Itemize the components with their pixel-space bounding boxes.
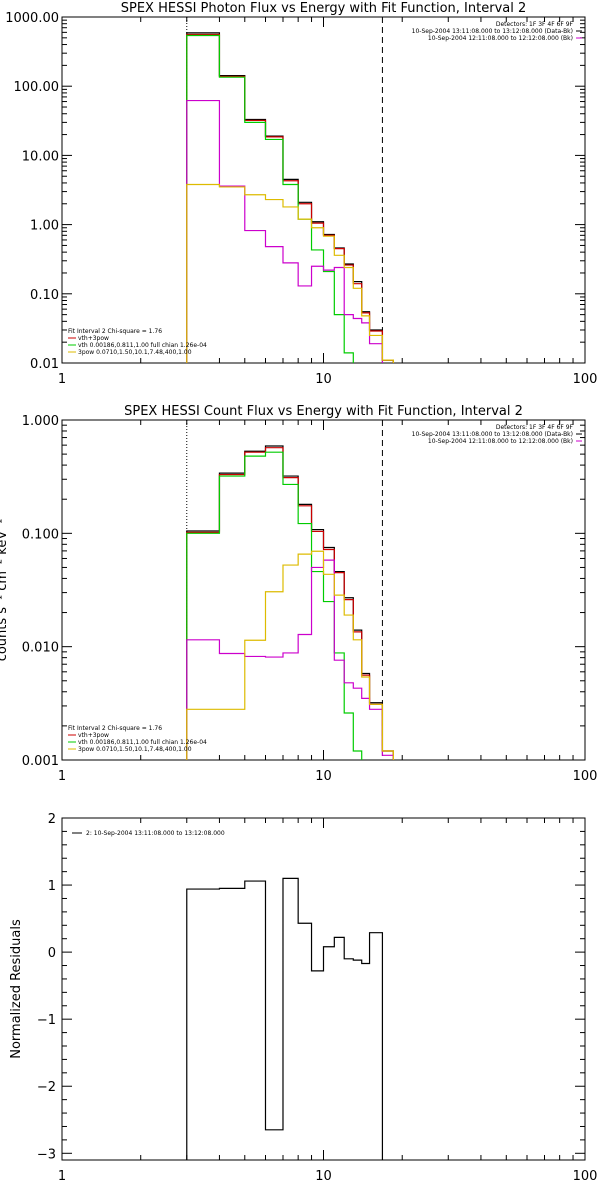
x-tick-label: 1 <box>58 769 66 784</box>
y-tick-label: 1.000 <box>22 414 59 429</box>
x-tick-label: 100 <box>573 769 598 784</box>
y-tick-label: −2 <box>37 1080 56 1095</box>
y-tick-label: 1 <box>48 879 56 894</box>
series-1-line <box>186 447 394 760</box>
x-tick-label: 10 <box>315 372 332 387</box>
y-tick-label: 1.00 <box>30 219 59 234</box>
y-tick-label: 0 <box>48 946 56 961</box>
legend-top-right-text: 10-Sep-2004 12:11:08.000 to 12:12:08.000… <box>428 438 573 445</box>
y-axis-label: counts s⁻¹ cm⁻² keV⁻¹ <box>0 519 10 662</box>
legend-text: 2: 10-Sep-2004 13:11:08.000 to 13:12:08.… <box>86 830 225 837</box>
count-flux-panel: SPEX HESSI Count Flux vs Energy with Fit… <box>0 404 598 784</box>
series-3-line <box>186 99 384 363</box>
plot-frame <box>61 16 586 364</box>
x-tick-label: 1 <box>58 1169 66 1184</box>
y-tick-label: 0.100 <box>22 527 59 542</box>
series-4-line <box>186 183 394 363</box>
x-tick-label: 10 <box>315 1169 332 1184</box>
legend-top-right-text: 10-Sep-2004 12:11:08.000 to 12:12:08.000… <box>428 35 573 42</box>
legend-top-right-text: Detectors: 1F 3F 4F 6F 9F <box>496 424 574 431</box>
legend-series-text: vth+3pow <box>78 335 109 342</box>
plot-frame <box>61 817 586 1161</box>
series-3-line <box>186 559 394 760</box>
series-0-line <box>186 32 394 363</box>
series-2-line <box>186 451 363 760</box>
y-tick-label: −1 <box>37 1013 56 1028</box>
series-0-line <box>186 445 394 760</box>
y-axis-label: Normalized Residuals <box>9 919 24 1059</box>
legend-series-text: vth 0.00186,0.811,1.00 full chian 1.26e-… <box>78 739 207 746</box>
chart-title: SPEX HESSI Count Flux vs Energy with Fit… <box>124 404 523 419</box>
y-tick-label: 100.00 <box>14 80 60 95</box>
legend-top-right-text: Detectors: 1F 3F 4F 6F 9F <box>496 21 574 28</box>
y-tick-label: 0.01 <box>30 357 59 372</box>
legend-fit-text: Fit Interval 2 Chi-square = 1.76 <box>68 328 162 335</box>
legend-series-text: vth+3pow <box>78 732 109 739</box>
legend-series-text: 3pow 0.0710,1.50,10.1,7.48,400,1.00 <box>78 349 192 356</box>
y-tick-label: 2 <box>48 812 56 827</box>
photon-flux-panel: SPEX HESSI Photon Flux vs Energy with Fi… <box>5 1 598 387</box>
x-tick-label: 100 <box>573 1169 598 1184</box>
x-tick-label: 100 <box>573 372 598 387</box>
y-tick-label: 1000.00 <box>5 11 59 26</box>
series-0-line <box>186 877 384 1160</box>
y-tick-label: 0.10 <box>30 288 59 303</box>
y-tick-label: −3 <box>37 1147 56 1162</box>
legend-series-text: vth 0.00186,0.811,1.00 full chian 1.26e-… <box>78 342 207 349</box>
legend-series-text: 3pow 0.0710,1.50,10.1,7.48,400,1.00 <box>78 746 192 753</box>
legend-top-right-text: 10-Sep-2004 13:11:08.000 to 13:12:08.000… <box>412 28 573 35</box>
y-tick-label: 10.00 <box>22 149 59 164</box>
series-1-line <box>186 33 394 363</box>
legend-fit-text: Fit Interval 2 Chi-square = 1.76 <box>68 725 162 732</box>
series-4-line <box>186 550 394 760</box>
series-2-line <box>186 34 354 363</box>
chart-title: SPEX HESSI Photon Flux vs Energy with Fi… <box>121 1 527 16</box>
legend-top-right-text: 10-Sep-2004 13:11:08.000 to 13:12:08.000… <box>412 431 573 438</box>
x-tick-label: 10 <box>315 769 332 784</box>
x-tick-label: 1 <box>58 372 66 387</box>
y-tick-label: 0.001 <box>22 754 59 769</box>
y-tick-label: 0.010 <box>22 641 59 656</box>
